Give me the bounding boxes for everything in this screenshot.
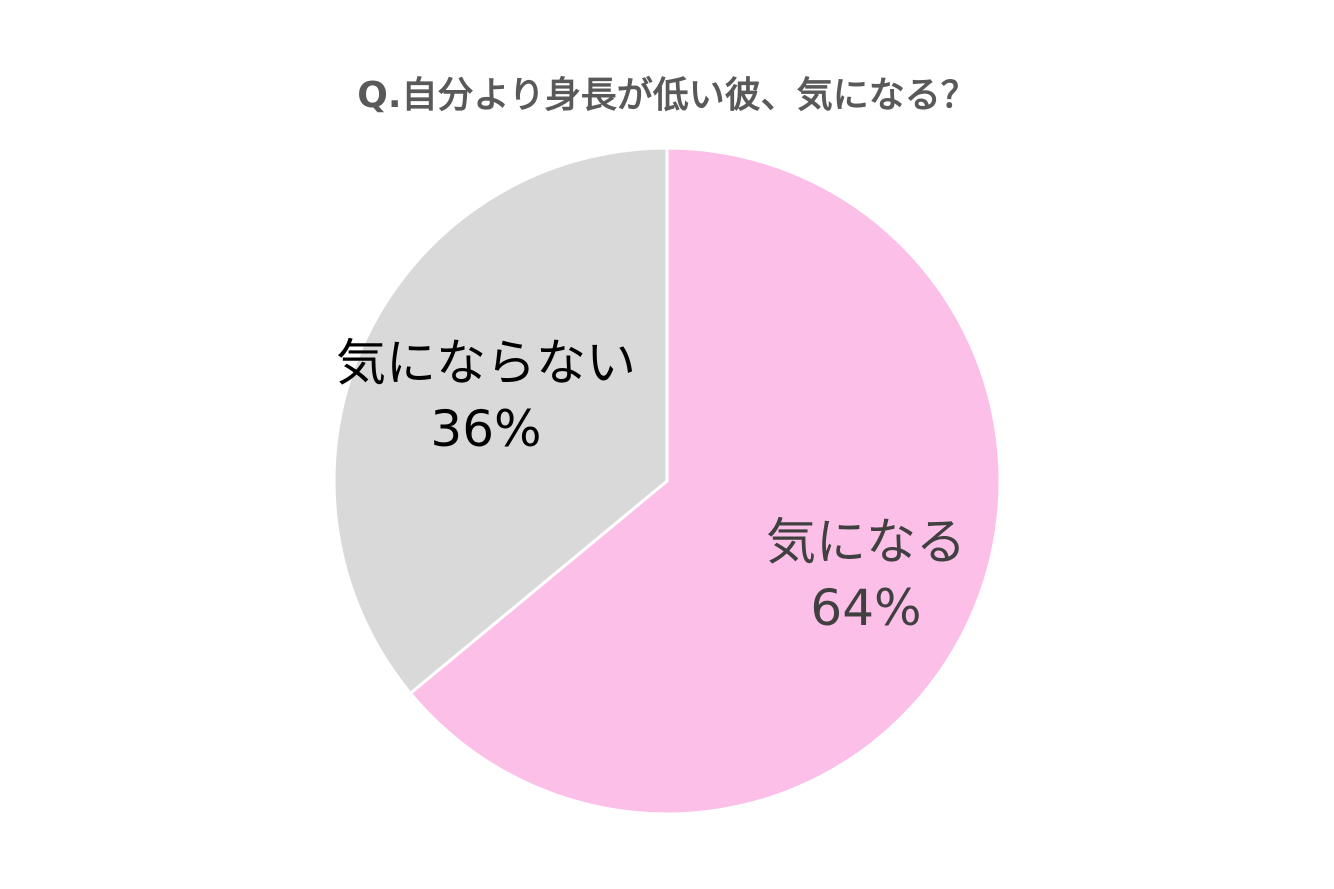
slice-label-kininaranai: 気にならない 36%	[336, 330, 636, 462]
slice-label-kininaru: 気になる 64%	[766, 509, 966, 641]
pie-slice-kininaranai	[332, 146, 669, 695]
slice-label-kininaru-name: 気になる	[766, 513, 966, 571]
slice-label-kininaru-value: 64%	[810, 579, 922, 637]
slice-label-kininaranai-name: 気にならない	[336, 334, 636, 392]
slice-label-kininaranai-value: 36%	[430, 400, 542, 458]
pie-slice-kininaru	[408, 146, 1002, 816]
chart-title: Q.自分より身長が低い彼、気になる？	[357, 75, 977, 116]
